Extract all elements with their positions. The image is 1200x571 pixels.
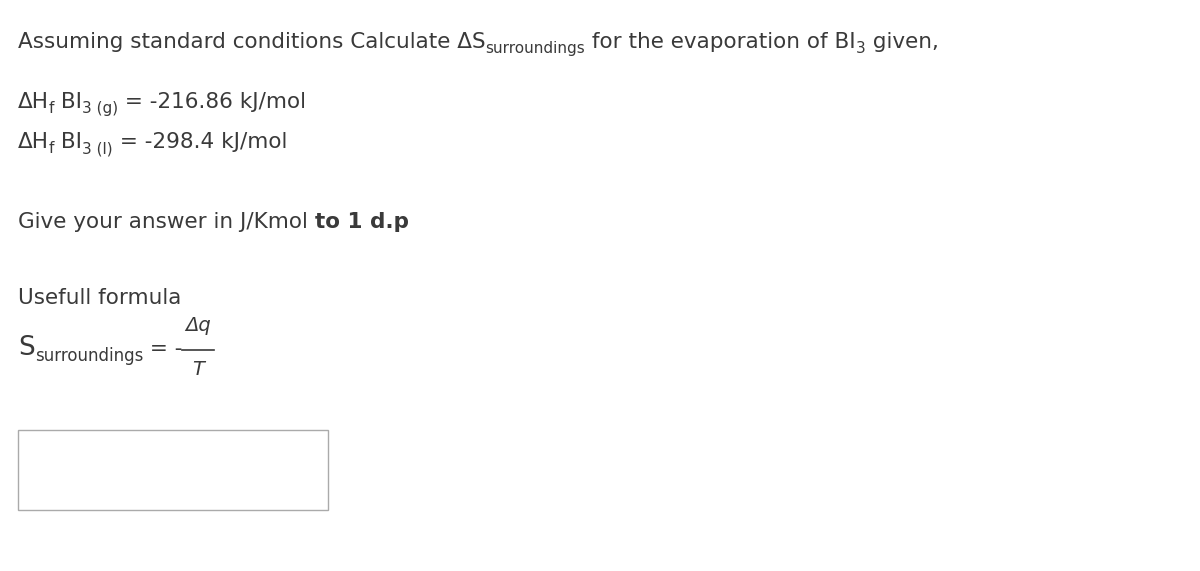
- Text: 3: 3: [856, 41, 865, 56]
- Text: T: T: [192, 360, 204, 379]
- Text: BI: BI: [54, 92, 83, 112]
- Text: Give your answer in J/Kmol: Give your answer in J/Kmol: [18, 212, 314, 232]
- Text: f: f: [49, 101, 54, 116]
- Text: ΔH: ΔH: [18, 132, 49, 152]
- Bar: [18, 430, 328, 510]
- Text: S: S: [18, 335, 35, 361]
- Text: given,: given,: [865, 32, 938, 52]
- Text: = -216.86 kJ/mol: = -216.86 kJ/mol: [119, 92, 306, 112]
- Text: surroundings: surroundings: [486, 41, 586, 56]
- Text: = -298.4 kJ/mol: = -298.4 kJ/mol: [113, 132, 287, 152]
- Text: 3 (l): 3 (l): [83, 141, 113, 156]
- Text: Assuming standard conditions Calculate ΔS: Assuming standard conditions Calculate Δ…: [18, 32, 486, 52]
- Text: f: f: [49, 141, 54, 156]
- Text: for the evaporation of BI: for the evaporation of BI: [586, 32, 856, 52]
- Text: 3 (g): 3 (g): [83, 101, 119, 116]
- Text: surroundings: surroundings: [35, 347, 143, 365]
- Text: Usefull formula: Usefull formula: [18, 288, 181, 308]
- Text: to 1 d.p: to 1 d.p: [314, 212, 409, 232]
- Text: = -: = -: [143, 339, 182, 359]
- Text: Δq: Δq: [186, 316, 211, 335]
- Text: ΔH: ΔH: [18, 92, 49, 112]
- Text: BI: BI: [54, 132, 83, 152]
